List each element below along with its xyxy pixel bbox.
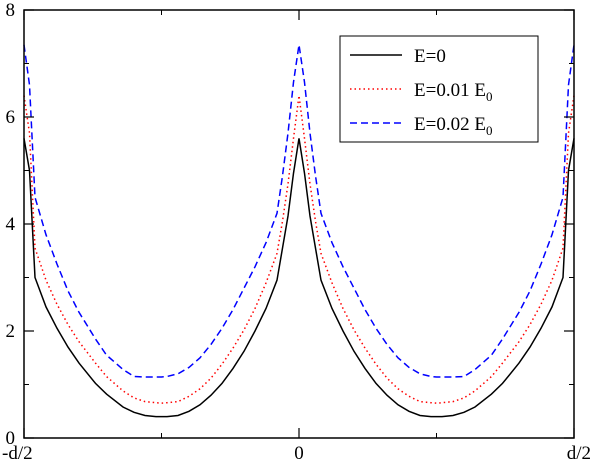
x-tick-label: 0	[294, 443, 304, 463]
legend-label-2: E=0.01 E0	[414, 80, 492, 104]
series-line-3	[23, 44, 575, 378]
series-layer	[23, 44, 575, 418]
y-tick-label: 0	[6, 428, 16, 449]
y-tick-label: 2	[6, 321, 16, 342]
legend-label-1: E=0	[414, 46, 446, 67]
y-tick-label: 6	[6, 107, 16, 128]
y-tick-label: 8	[6, 0, 16, 21]
legend-label-3: E=0.02 E0	[414, 114, 492, 138]
series-line-1	[23, 138, 575, 418]
x-tick-label: -d/2	[2, 443, 33, 463]
x-tick-label: d/2	[567, 443, 591, 463]
legend: E=0 E=0.01 E0 E=0.02 E0	[339, 35, 539, 143]
y-tick-label: 4	[6, 214, 16, 235]
